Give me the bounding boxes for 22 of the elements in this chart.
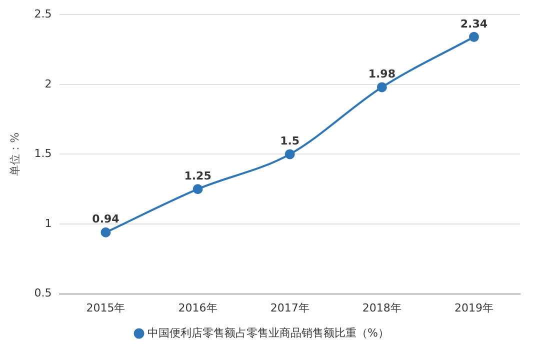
data-label: 1.98	[368, 68, 396, 81]
x-tick-label: 2016年	[178, 301, 218, 314]
data-label: 1.5	[280, 134, 300, 148]
point	[284, 149, 295, 160]
x-tick-label: 2019年	[454, 301, 494, 314]
x-tick-label: 2018年	[362, 301, 402, 314]
y-tick-label: 2.5	[34, 7, 52, 20]
x-tick-label: 2017年	[270, 301, 310, 314]
y-tick-label: 2	[44, 77, 52, 90]
data-label: 2.34	[460, 17, 488, 30]
x-tick-label: 2015年	[86, 301, 126, 314]
y-tick-label: 0.5	[34, 286, 52, 300]
point	[192, 184, 203, 194]
point	[100, 227, 111, 238]
legend-label: 中国便利店零售额占零售业商品销售额比重（%）	[148, 326, 389, 340]
y-axis-title: 单位：%	[8, 132, 22, 176]
point	[468, 32, 479, 42]
y-tick-label: 1.5	[34, 147, 52, 160]
data-label: 0.94	[92, 212, 120, 226]
data-label: 1.25	[184, 169, 212, 182]
point	[376, 82, 387, 92]
y-tick-label: 1	[44, 216, 52, 230]
